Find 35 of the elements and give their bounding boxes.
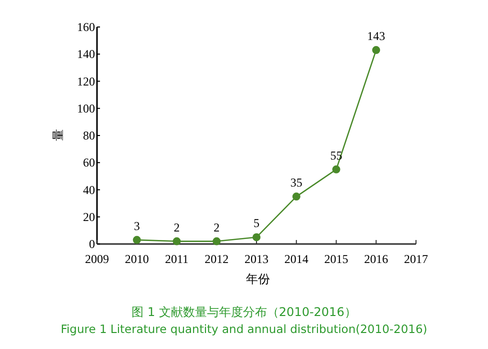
x-tick-label: 2016 <box>364 252 388 266</box>
data-label: 3 <box>134 218 140 233</box>
y-tick-label: 100 <box>77 101 95 116</box>
x-axis-title: 年份 <box>246 272 270 286</box>
point <box>212 237 221 246</box>
y-tick-label: 80 <box>83 128 95 142</box>
x-tick-label: 2012 <box>204 252 229 266</box>
text: 图 1 文献数量与年度分布（2010-2016） <box>132 305 356 319</box>
data-label: 5 <box>254 216 260 230</box>
x-tick-label: 2015 <box>324 252 348 266</box>
y-tick-label: 40 <box>83 182 95 197</box>
y-tick-label: 160 <box>77 20 95 34</box>
y-tick-label: 60 <box>83 156 95 170</box>
x-tick-label: 2013 <box>244 252 268 266</box>
x-tick-label: 2009 <box>85 252 109 266</box>
x-tick-label: 2017 <box>404 252 428 266</box>
y-tick-label: 120 <box>77 74 95 88</box>
y-axis-title: 量 <box>51 129 65 141</box>
data-label: 2 <box>214 220 220 234</box>
point <box>292 192 300 201</box>
point <box>332 165 340 174</box>
point <box>132 236 141 244</box>
point <box>252 233 260 242</box>
point <box>372 46 380 54</box>
x-tick-label: 2014 <box>284 252 308 266</box>
data-label: 2 <box>174 220 180 234</box>
y-tick-label: 140 <box>77 47 95 62</box>
data-label: 35 <box>290 176 302 190</box>
x-tick-label: 2010 <box>124 252 149 266</box>
data-label: 143 <box>367 29 386 44</box>
point <box>172 237 181 246</box>
y-tick-label: 20 <box>83 210 95 224</box>
text: Figure 1 Literature quantity and annual distribution(2010-2016) <box>60 322 428 336</box>
x-tick-label: 2011 <box>164 252 189 266</box>
y-tick-label: 0 <box>89 237 95 251</box>
